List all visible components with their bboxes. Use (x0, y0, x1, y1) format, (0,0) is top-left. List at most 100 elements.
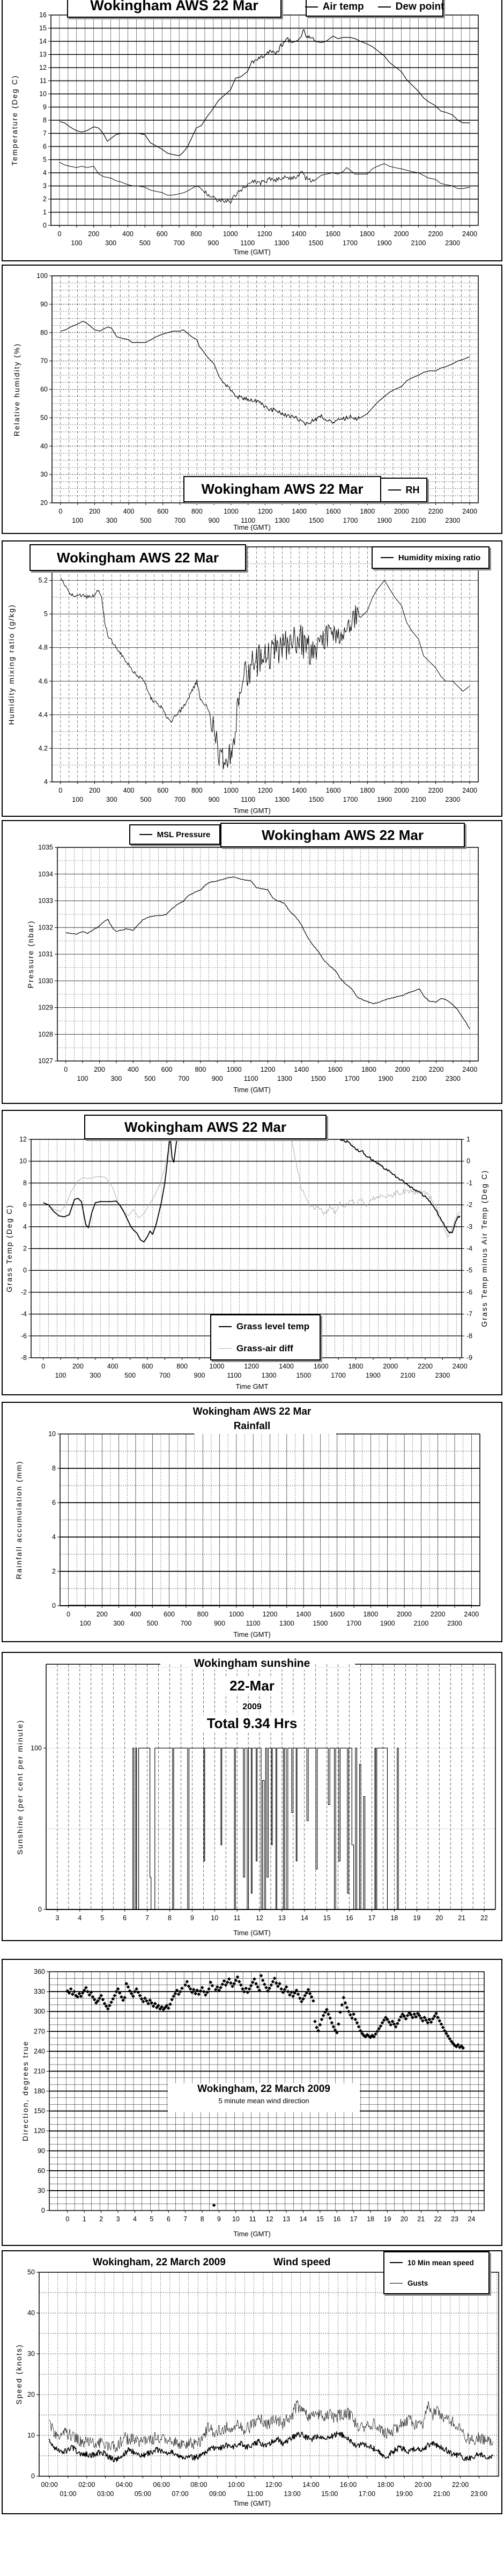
svg-text:6: 6 (167, 2215, 171, 2223)
svg-text:1000: 1000 (224, 508, 239, 515)
x-axis-title: Time (GMT) (233, 1086, 271, 1094)
svg-text:1400: 1400 (292, 787, 307, 794)
svg-text:10: 10 (48, 1430, 56, 1438)
svg-text:2200: 2200 (431, 1611, 446, 1618)
svg-text:900: 900 (209, 796, 220, 803)
svg-text:20: 20 (435, 1914, 443, 1922)
svg-text:500: 500 (144, 1075, 155, 1082)
svg-text:1100: 1100 (227, 1372, 241, 1379)
grass-temp-line-swatch (219, 1326, 232, 1327)
svg-text:150: 150 (34, 2107, 45, 2115)
svg-text:1031: 1031 (38, 950, 53, 958)
gusts-line-swatch (390, 2282, 403, 2284)
x-axis-title: Time (GMT) (233, 523, 271, 531)
svg-text:2100: 2100 (411, 239, 426, 247)
svg-text:2000: 2000 (394, 508, 409, 515)
svg-text:0: 0 (23, 1267, 27, 1274)
date-text: 22-Mar (224, 1678, 280, 1694)
svg-text:2300: 2300 (445, 239, 460, 247)
x-axis-title: Time (GMT) (233, 2230, 271, 2238)
svg-text:1800: 1800 (364, 1611, 379, 1618)
svg-text:1034: 1034 (38, 870, 53, 878)
svg-text:0: 0 (41, 1363, 45, 1370)
svg-text:13: 13 (278, 1914, 286, 1922)
svg-text:15: 15 (323, 1914, 331, 1922)
svg-text:1400: 1400 (292, 508, 307, 515)
svg-text:1033: 1033 (38, 897, 53, 905)
svg-text:1030: 1030 (38, 977, 53, 985)
svg-text:4.2: 4.2 (39, 744, 48, 752)
svg-text:500: 500 (147, 1620, 158, 1627)
svg-text:330: 330 (34, 1988, 45, 1995)
svg-text:10: 10 (19, 1158, 27, 1165)
humidity-mixing-ratio-chart: 0 100 200 300 400 500 600 700 800 900 100011001200… (39, 543, 479, 803)
svg-text:08:00: 08:00 (190, 2481, 207, 2489)
legend: Humidity mixing ratio (372, 546, 490, 569)
svg-text:8: 8 (52, 1465, 56, 1472)
svg-text:18: 18 (367, 2215, 374, 2223)
svg-text:200: 200 (89, 508, 100, 515)
chart-title: Wokingham, 22 March 2009 (197, 2083, 330, 2095)
svg-text:500: 500 (140, 517, 151, 524)
chart-title-right: Wind speed (273, 2257, 331, 2268)
svg-text:1900: 1900 (378, 1075, 393, 1082)
svg-text:14: 14 (39, 38, 47, 45)
svg-text:21: 21 (458, 1914, 465, 1922)
svg-text:800: 800 (191, 508, 203, 515)
svg-text:20: 20 (40, 499, 48, 507)
svg-text:2200: 2200 (428, 508, 443, 515)
svg-text:21:00: 21:00 (433, 2490, 450, 2498)
svg-text:-2: -2 (21, 1289, 27, 1296)
svg-text:12:00: 12:00 (265, 2481, 282, 2489)
svg-text:1800: 1800 (360, 508, 375, 515)
svg-text:3: 3 (55, 1914, 59, 1922)
svg-text:1800: 1800 (360, 230, 375, 238)
svg-text:1400: 1400 (279, 1363, 294, 1370)
svg-text:1029: 1029 (38, 1004, 53, 1012)
svg-text:60: 60 (38, 2167, 45, 2175)
svg-text:1200: 1200 (258, 787, 273, 794)
y-axis-title: Pressure (nbar) (26, 920, 35, 989)
svg-text:7: 7 (43, 130, 47, 137)
svg-text:6: 6 (43, 143, 47, 150)
legend-label: Gusts (407, 2279, 428, 2287)
chart-year: 2009 (3, 1702, 501, 1712)
legend-item: Humidity mixing ratio (380, 553, 480, 562)
svg-text:700: 700 (159, 1372, 171, 1379)
svg-text:100: 100 (72, 517, 83, 524)
chart-title: Wokingham AWS 22 Mar (67, 0, 281, 18)
svg-text:270: 270 (34, 2028, 45, 2035)
svg-text:5: 5 (150, 2215, 153, 2223)
x-axis-title: Time GMT (235, 1382, 269, 1391)
svg-text:0: 0 (58, 787, 62, 794)
svg-text:1500: 1500 (313, 1620, 328, 1627)
svg-text:9: 9 (190, 1914, 194, 1922)
svg-text:12: 12 (39, 64, 47, 71)
svg-text:8: 8 (43, 116, 47, 124)
svg-text:0: 0 (38, 1906, 42, 1913)
svg-text:3: 3 (43, 182, 47, 190)
svg-text:100: 100 (77, 1075, 88, 1082)
svg-text:0: 0 (31, 2472, 35, 2480)
svg-text:1100: 1100 (241, 796, 255, 803)
svg-text:1200: 1200 (258, 508, 273, 515)
svg-text:12: 12 (256, 1914, 263, 1922)
y2-axis-title: Grass Temp minus Air Temp (Deg C) (480, 1169, 488, 1327)
svg-text:1: 1 (43, 209, 47, 216)
mean-speed-line-swatch (390, 2262, 403, 2263)
svg-text:19: 19 (384, 2215, 391, 2223)
wind-direction-chart: 0 1 2 3 4 5 6 7 8 9 10 11 12 13 14 15 16 17 18 19 20 21 22 23 24… (34, 1968, 485, 2223)
svg-text:1800: 1800 (361, 1066, 376, 1073)
svg-text:1300: 1300 (279, 1620, 294, 1627)
svg-text:16: 16 (333, 2215, 340, 2223)
svg-text:2200: 2200 (428, 787, 443, 794)
svg-text:700: 700 (174, 796, 186, 803)
svg-text:14: 14 (300, 2215, 307, 2223)
svg-text:80: 80 (40, 329, 48, 336)
y-axis-title: Temperature (Deg C) (10, 75, 19, 166)
svg-text:2: 2 (99, 2215, 103, 2223)
svg-text:00:00: 00:00 (41, 2481, 58, 2489)
svg-text:2200: 2200 (428, 230, 443, 238)
svg-text:03:00: 03:00 (97, 2490, 114, 2498)
